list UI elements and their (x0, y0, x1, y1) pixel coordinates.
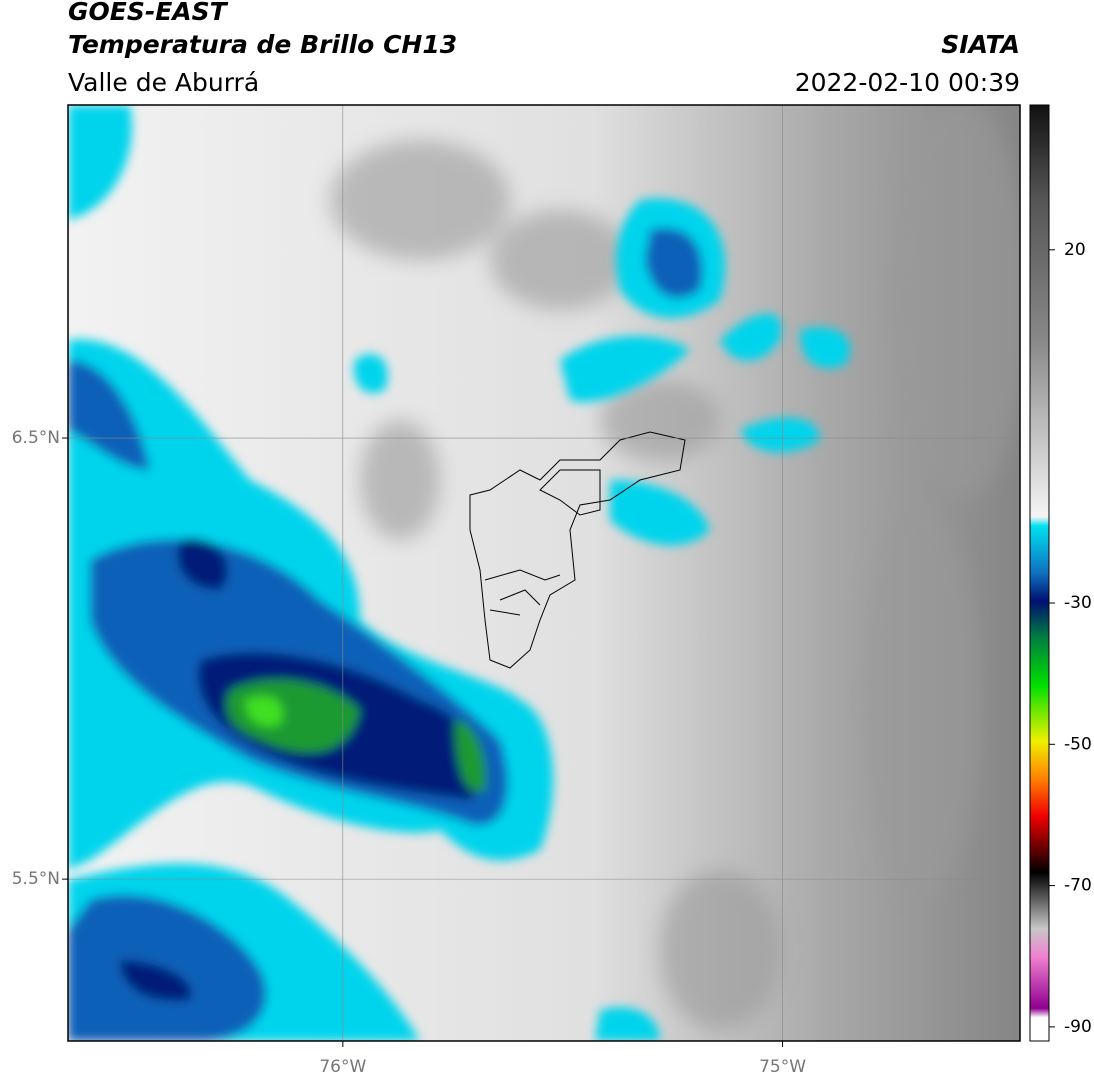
colorbar (1029, 104, 1050, 1042)
region: Valle de Aburrá (68, 68, 259, 97)
graticule (68, 105, 1020, 1041)
map-frame (67, 104, 1021, 1042)
source: SIATA (941, 30, 1020, 59)
x-tick-label: 76°W (319, 1057, 366, 1077)
colorbar-tick-label: -30 (1064, 593, 1092, 613)
satellite-image (68, 105, 1020, 1041)
y-tick-label: 6.5°N (12, 428, 60, 448)
colorbar-tick-label: -70 (1064, 876, 1092, 896)
colorbar-tick-label: -90 (1064, 1017, 1092, 1037)
x-tick-label: 75°W (759, 1057, 806, 1077)
municipal-boundaries (469, 431, 686, 669)
colorbar-tick-label: 20 (1064, 240, 1086, 260)
colorbar-tick-label: -50 (1064, 734, 1092, 754)
datetime: 2022-02-10 00:39 (795, 68, 1020, 97)
title: GOES-EAST (68, 0, 229, 26)
y-tick-label: 5.5°N (12, 869, 60, 889)
subtitle: Temperatura de Brillo CH13 (68, 30, 457, 59)
